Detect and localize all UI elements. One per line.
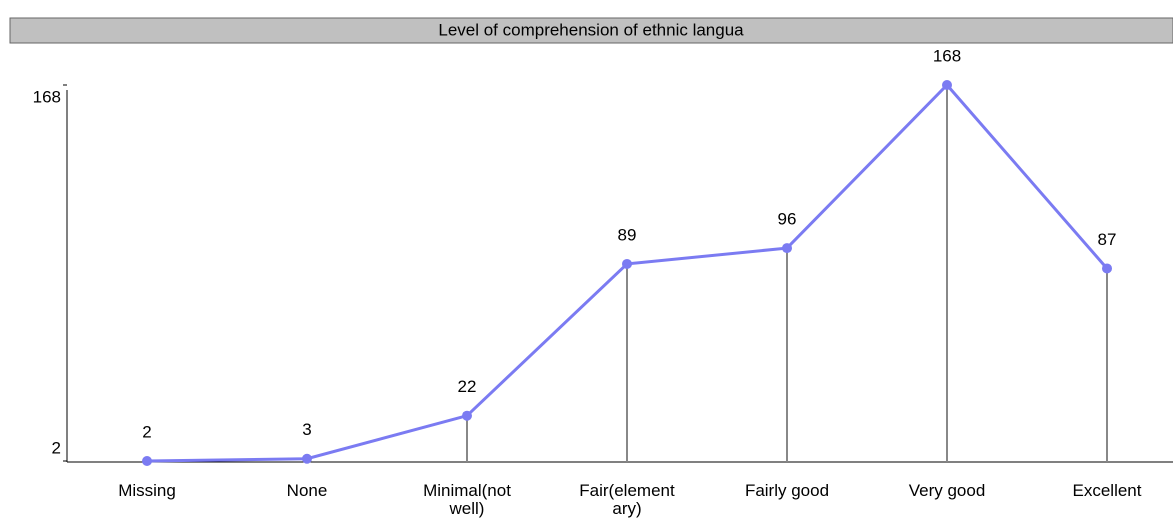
data-label: 2 [142, 422, 151, 441]
x-tick-label: Very good [895, 482, 999, 500]
x-tick-label: Fairly good [735, 482, 839, 500]
data-point [462, 411, 472, 421]
x-tick-label: Minimal(not well) [415, 482, 519, 518]
data-label: 89 [618, 225, 637, 244]
x-tick-label: Excellent [1055, 482, 1159, 500]
data-label: 3 [302, 420, 311, 439]
data-label: 22 [458, 377, 477, 396]
data-label: 96 [778, 210, 797, 229]
chart: Level of comprehension of ethnic langua … [0, 0, 1173, 526]
y-tick-label: 2 [52, 438, 61, 457]
data-point [302, 454, 312, 464]
data-point [142, 456, 152, 466]
chart-svg: Level of comprehension of ethnic langua … [0, 0, 1173, 526]
data-point [622, 259, 632, 269]
x-tick-label: Fair(elementary) [575, 482, 679, 518]
y-tick-label: 168 [33, 87, 61, 106]
data-label: 168 [933, 46, 961, 65]
data-point [942, 80, 952, 90]
chart-title: Level of comprehension of ethnic langua [438, 20, 744, 39]
data-point [782, 243, 792, 253]
x-tick-label: None [255, 482, 359, 500]
data-label: 87 [1098, 230, 1117, 249]
data-point [1102, 263, 1112, 273]
x-tick-label: Missing [95, 482, 199, 500]
